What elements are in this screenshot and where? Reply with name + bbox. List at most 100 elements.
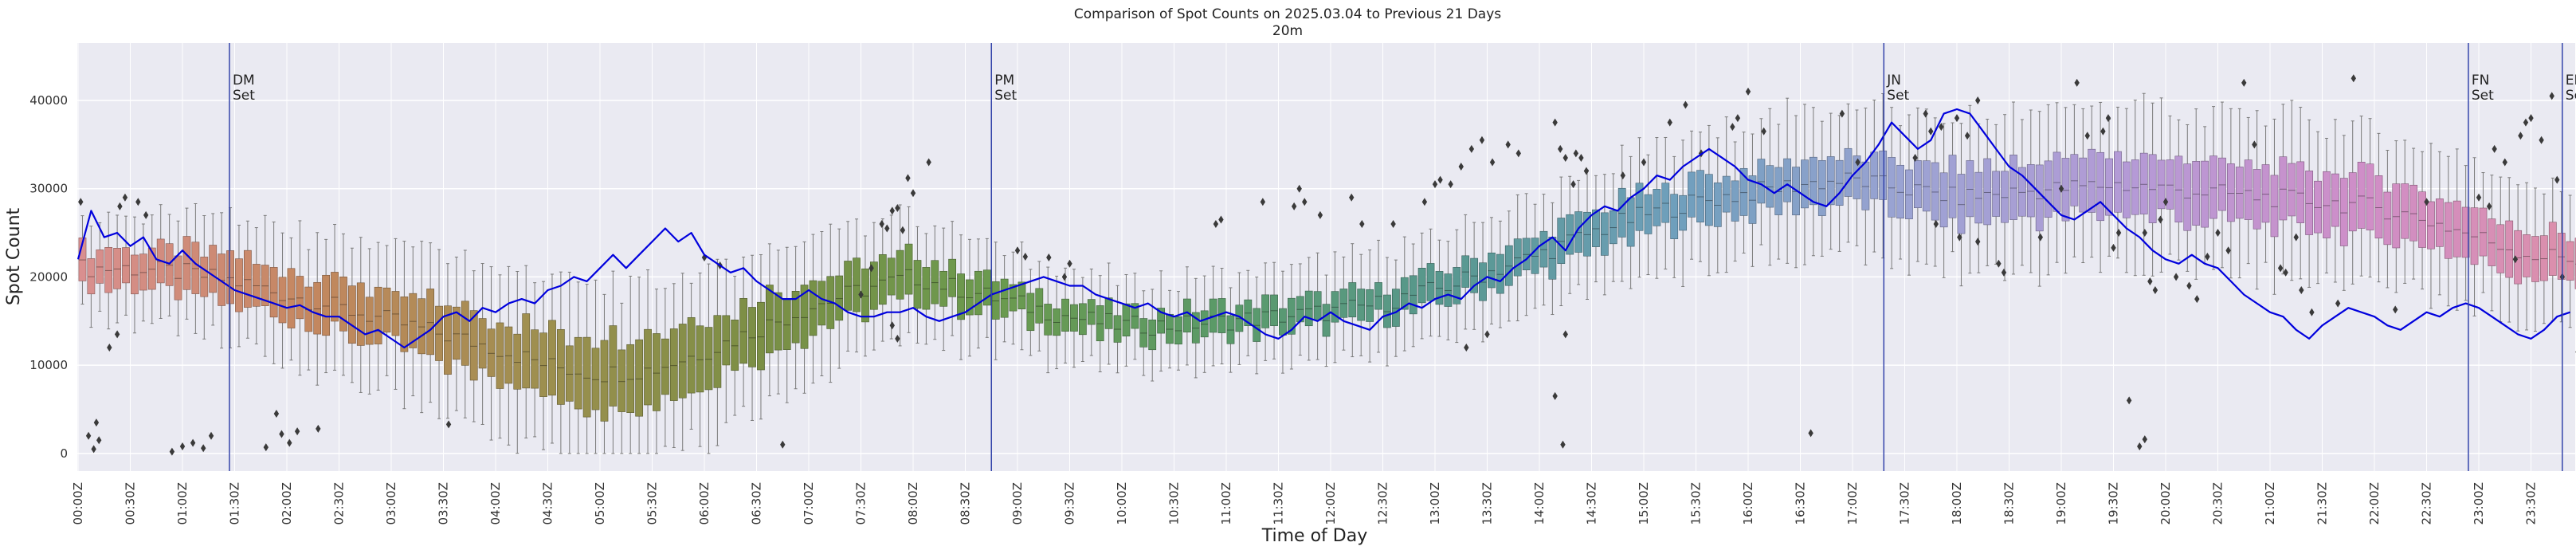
outlier-point [1061,273,1068,281]
outlier-point [1562,330,1568,339]
box [1609,210,1617,245]
box [2096,151,2105,222]
box [782,298,791,350]
outlier-point [2111,243,2116,252]
box [1304,290,1313,327]
box [2288,163,2296,217]
x-tick-label: 20:30Z [2211,482,2225,525]
box [948,258,957,297]
box [1913,160,1922,209]
x-tick-label: 03:00Z [384,482,398,525]
outlier-point [2252,140,2257,149]
x-tick-label: 14:00Z [1532,482,1547,525]
box [2226,163,2235,222]
outlier-point [1745,87,1751,96]
box [104,247,113,293]
box [2392,183,2401,249]
outlier-point [780,440,786,449]
outlier-point [2393,305,2398,314]
box [2435,198,2444,247]
outlier-point [1349,193,1355,202]
outlier-point [2147,277,2153,285]
box [2523,234,2531,277]
box [1661,183,1670,223]
outlier-point [2351,74,2356,83]
box [2557,233,2566,280]
box [444,305,452,375]
box [574,336,582,410]
outlier-point [900,226,906,234]
outlier-point [2142,435,2147,444]
outlier-point [179,442,186,450]
box [618,349,626,412]
box [174,255,182,301]
outlier-points [78,74,2576,456]
box [878,254,887,305]
box [2105,158,2113,216]
outlier-point [2512,255,2519,264]
box [2131,159,2139,215]
box [731,320,739,371]
x-tick-label: 19:00Z [2054,482,2068,525]
x-tick-label: 18:30Z [2002,482,2017,525]
box [1704,174,1713,226]
box [400,297,409,352]
box [1539,230,1548,268]
x-tick-label: 10:30Z [1167,482,1182,525]
outlier-point [1552,118,1558,127]
chart-subtitle: 20m [1272,23,1303,39]
outlier-point [2492,144,2497,153]
box [974,270,982,316]
box [982,269,991,306]
box [1731,180,1739,222]
outlier-point [1437,175,1443,184]
box [1000,278,1009,318]
box [1748,175,1757,224]
box [2183,163,2192,231]
box [957,273,965,320]
box [2201,160,2209,228]
outlier-point [1683,100,1688,109]
outlier-point [858,290,864,299]
box [96,249,104,284]
box [2488,218,2496,266]
box [2427,201,2435,249]
x-tick-label: 02:00Z [280,482,294,525]
box [1391,289,1400,327]
box [1548,237,1557,280]
outlier-point [1505,140,1511,149]
outlier-point [1464,343,1469,352]
box-plots [78,147,2576,422]
outlier-point [122,193,128,202]
outlier-point [1022,252,1029,261]
outlier-point [879,219,884,228]
outlier-point [1448,180,1453,189]
outlier-point [1479,136,1485,144]
outlier-point [2037,233,2043,242]
box [696,325,704,393]
x-tick-label: 15:00Z [1637,482,1651,525]
outlier-point [1317,210,1323,219]
box [635,339,644,417]
outlier-point [1552,391,1558,400]
box [347,285,356,344]
outlier-point [1484,330,1490,339]
box [548,320,556,396]
box [1253,308,1261,342]
box [1644,194,1653,234]
box [2148,154,2157,223]
outlier-point [2293,233,2299,242]
box [966,279,974,316]
box [252,264,261,307]
box [269,267,278,318]
outlier-point [169,447,175,456]
outlier-point [2162,198,2169,206]
box [261,265,269,306]
box [1617,187,1626,238]
box [1592,209,1600,247]
x-tick-label: 05:00Z [593,482,607,525]
box [1670,194,1679,239]
outlier-point [279,430,284,438]
outlier-point [96,436,102,445]
box [426,289,435,356]
